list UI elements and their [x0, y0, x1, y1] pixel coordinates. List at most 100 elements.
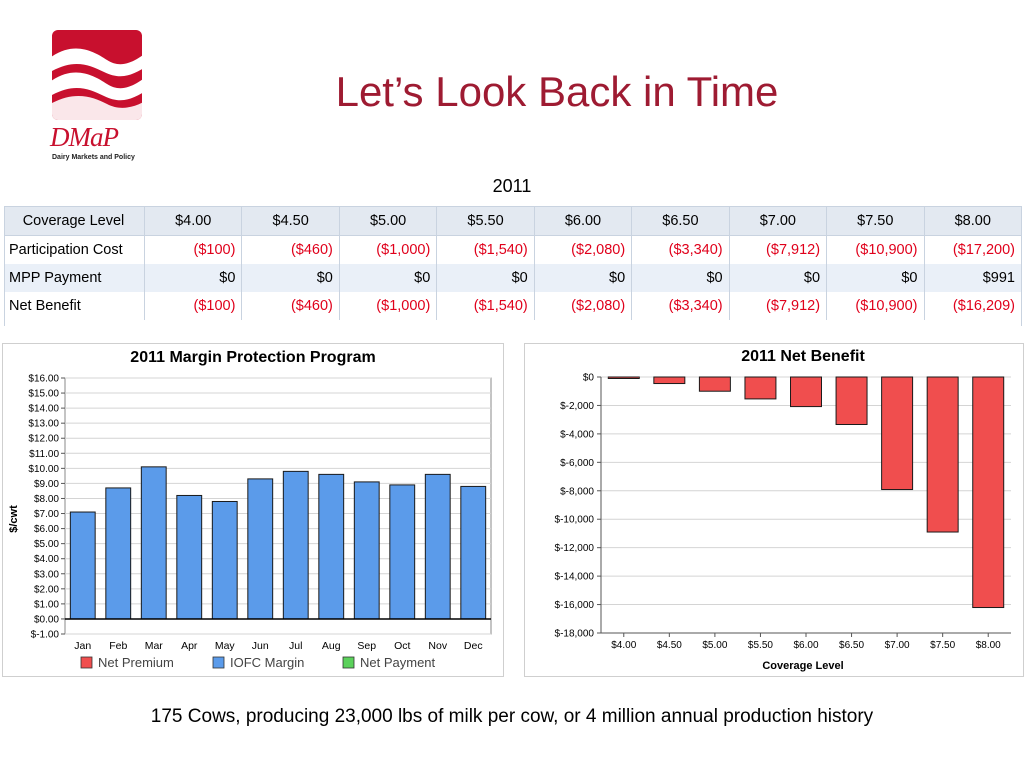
footnote: 175 Cows, producing 23,000 lbs of milk p…: [150, 706, 874, 727]
coverage-table: Coverage Level $4.00 $4.50 $5.00 $5.50 $…: [4, 206, 1022, 326]
y-tick-label: $8.00: [34, 494, 59, 505]
slide-title: Let’s Look Back in Time: [335, 68, 779, 115]
legend-label: IOFC Margin: [230, 655, 304, 670]
bar-iofc-margin: [353, 481, 380, 620]
x-tick-label: Sep: [357, 640, 376, 652]
table-cell: $0: [533, 264, 633, 292]
header-cell: $7.00: [728, 206, 828, 236]
table-row: MPP Payment $0 $0 $0 $0 $0 $0 $0 $0 $991: [4, 264, 1022, 292]
table-cell: ($17,200): [923, 235, 1022, 264]
table-cell: $0: [728, 264, 828, 292]
legend-swatch: [80, 656, 93, 669]
y-tick-label: $-10,000: [555, 515, 595, 526]
y-tick-label: $0.00: [34, 614, 59, 625]
bar-net-benefit: [698, 376, 731, 392]
header-cell: $5.00: [338, 206, 438, 236]
bar-iofc-margin: [424, 473, 451, 620]
bar-iofc-margin: [105, 487, 132, 620]
table-cell: ($3,340): [631, 235, 730, 264]
y-tick-label: $-8,000: [560, 486, 594, 497]
bar-net-benefit: [653, 376, 686, 385]
table-cell: ($16,209): [923, 292, 1022, 320]
table-cell: ($100): [143, 235, 243, 264]
y-tick-label: $2.00: [34, 584, 59, 595]
y-tick-label: $0: [583, 373, 595, 384]
net-benefit-chart: 2011 Net Benefit Coverage Level $0 $-2,00…: [555, 348, 1011, 672]
net-benefit-chart-panel: 2011 Net Benefit Coverage Level $0 $-2,00…: [524, 343, 1024, 677]
y-tick-label: $9.00: [34, 479, 59, 490]
logo-subtitle: Dairy Markets and Policy: [52, 154, 135, 161]
y-tick-label: $-2,000: [560, 401, 594, 412]
bar-net-benefit: [607, 376, 640, 379]
x-tick-label: Oct: [394, 640, 410, 652]
x-tick-label: Mar: [145, 640, 164, 652]
table-cell: ($2,080): [533, 292, 633, 320]
bar-iofc-margin: [389, 484, 416, 620]
table-cell: ($1,540): [436, 292, 535, 320]
x-tick-label: Apr: [181, 640, 198, 652]
y-tick-label: $5.00: [34, 539, 59, 550]
header-cell: $4.00: [143, 206, 243, 236]
y-tick-label: $15.00: [28, 389, 59, 400]
legend-swatch: [342, 656, 355, 669]
y-tick-label: $7.00: [34, 509, 59, 520]
chart-title: 2011 Margin Protection Program: [130, 349, 375, 366]
x-tick-label: Nov: [428, 640, 447, 652]
y-tick-label: $16.00: [28, 374, 59, 385]
header-cell: Coverage Level: [4, 206, 145, 236]
wave-icon: [52, 48, 142, 120]
table-cell: ($2,080): [533, 235, 633, 264]
table-cell: $0: [436, 264, 535, 292]
bar-net-benefit: [835, 376, 868, 426]
table-cell: ($100): [143, 292, 243, 320]
chart-title: 2011 Net Benefit: [741, 348, 865, 365]
bar-iofc-margin: [69, 511, 96, 620]
y-tick-label: $-1.00: [31, 630, 60, 641]
table-cell: ($7,912): [728, 292, 828, 320]
x-axis-label: Coverage Level: [762, 660, 843, 672]
y-tick-label: $1.00: [34, 599, 59, 610]
x-tick-label: Jun: [252, 640, 269, 652]
bar-net-benefit: [926, 376, 959, 533]
table-cell: ($10,900): [826, 235, 925, 264]
bar-iofc-margin: [247, 478, 274, 620]
x-tick-label: Aug: [322, 640, 341, 652]
header-cell: $6.50: [631, 206, 730, 236]
table-cell: ($3,340): [631, 292, 730, 320]
x-tick-label: Jan: [74, 640, 91, 652]
y-tick-label: $4.00: [34, 554, 59, 565]
x-tick-label: $4.50: [657, 640, 682, 651]
y-tick-label: $-14,000: [555, 572, 595, 583]
table-row: Net Benefit ($100) ($460) ($1,000) ($1,5…: [4, 292, 1022, 320]
chart-legend: Net Premium IOFC Margin Net Payment: [80, 655, 436, 670]
legend-label: Net Premium: [98, 655, 174, 670]
x-tick-label: $7.50: [930, 640, 955, 651]
table-cell: ($1,000): [338, 292, 438, 320]
table-cell: $991: [923, 264, 1022, 292]
x-tick-label: $6.00: [793, 640, 818, 651]
row-label: Participation Cost: [4, 235, 145, 264]
x-tick-label: Dec: [464, 640, 483, 652]
mpp-chart-panel: 2011 Margin Protection Program $/cwt $-1…: [2, 343, 504, 677]
y-tick-label: $-6,000: [560, 458, 594, 469]
y-tick-label: $12.00: [28, 434, 59, 445]
table-spacer-row: [4, 320, 1022, 326]
bar-iofc-margin: [282, 470, 309, 620]
table-row: Participation Cost ($100) ($460) ($1,000…: [4, 235, 1022, 264]
table-cell: ($460): [241, 235, 340, 264]
bar-iofc-margin: [140, 466, 167, 620]
header-cell: $7.50: [826, 206, 925, 236]
y-tick-label: $13.00: [28, 419, 59, 430]
bar-iofc-margin: [318, 473, 345, 620]
table-cell: $0: [143, 264, 243, 292]
legend-label: Net Payment: [360, 655, 436, 670]
x-tick-label: $6.50: [839, 640, 864, 651]
y-tick-label: $-12,000: [555, 543, 595, 554]
table-header-row: Coverage Level $4.00 $4.50 $5.00 $5.50 $…: [4, 206, 1022, 236]
table-cell: ($7,912): [728, 235, 828, 264]
x-tick-label: Jul: [289, 640, 302, 652]
row-label: MPP Payment: [4, 264, 145, 292]
row-label: Net Benefit: [4, 292, 145, 320]
x-tick-label: Feb: [109, 640, 127, 652]
bar-net-benefit: [972, 376, 1005, 609]
